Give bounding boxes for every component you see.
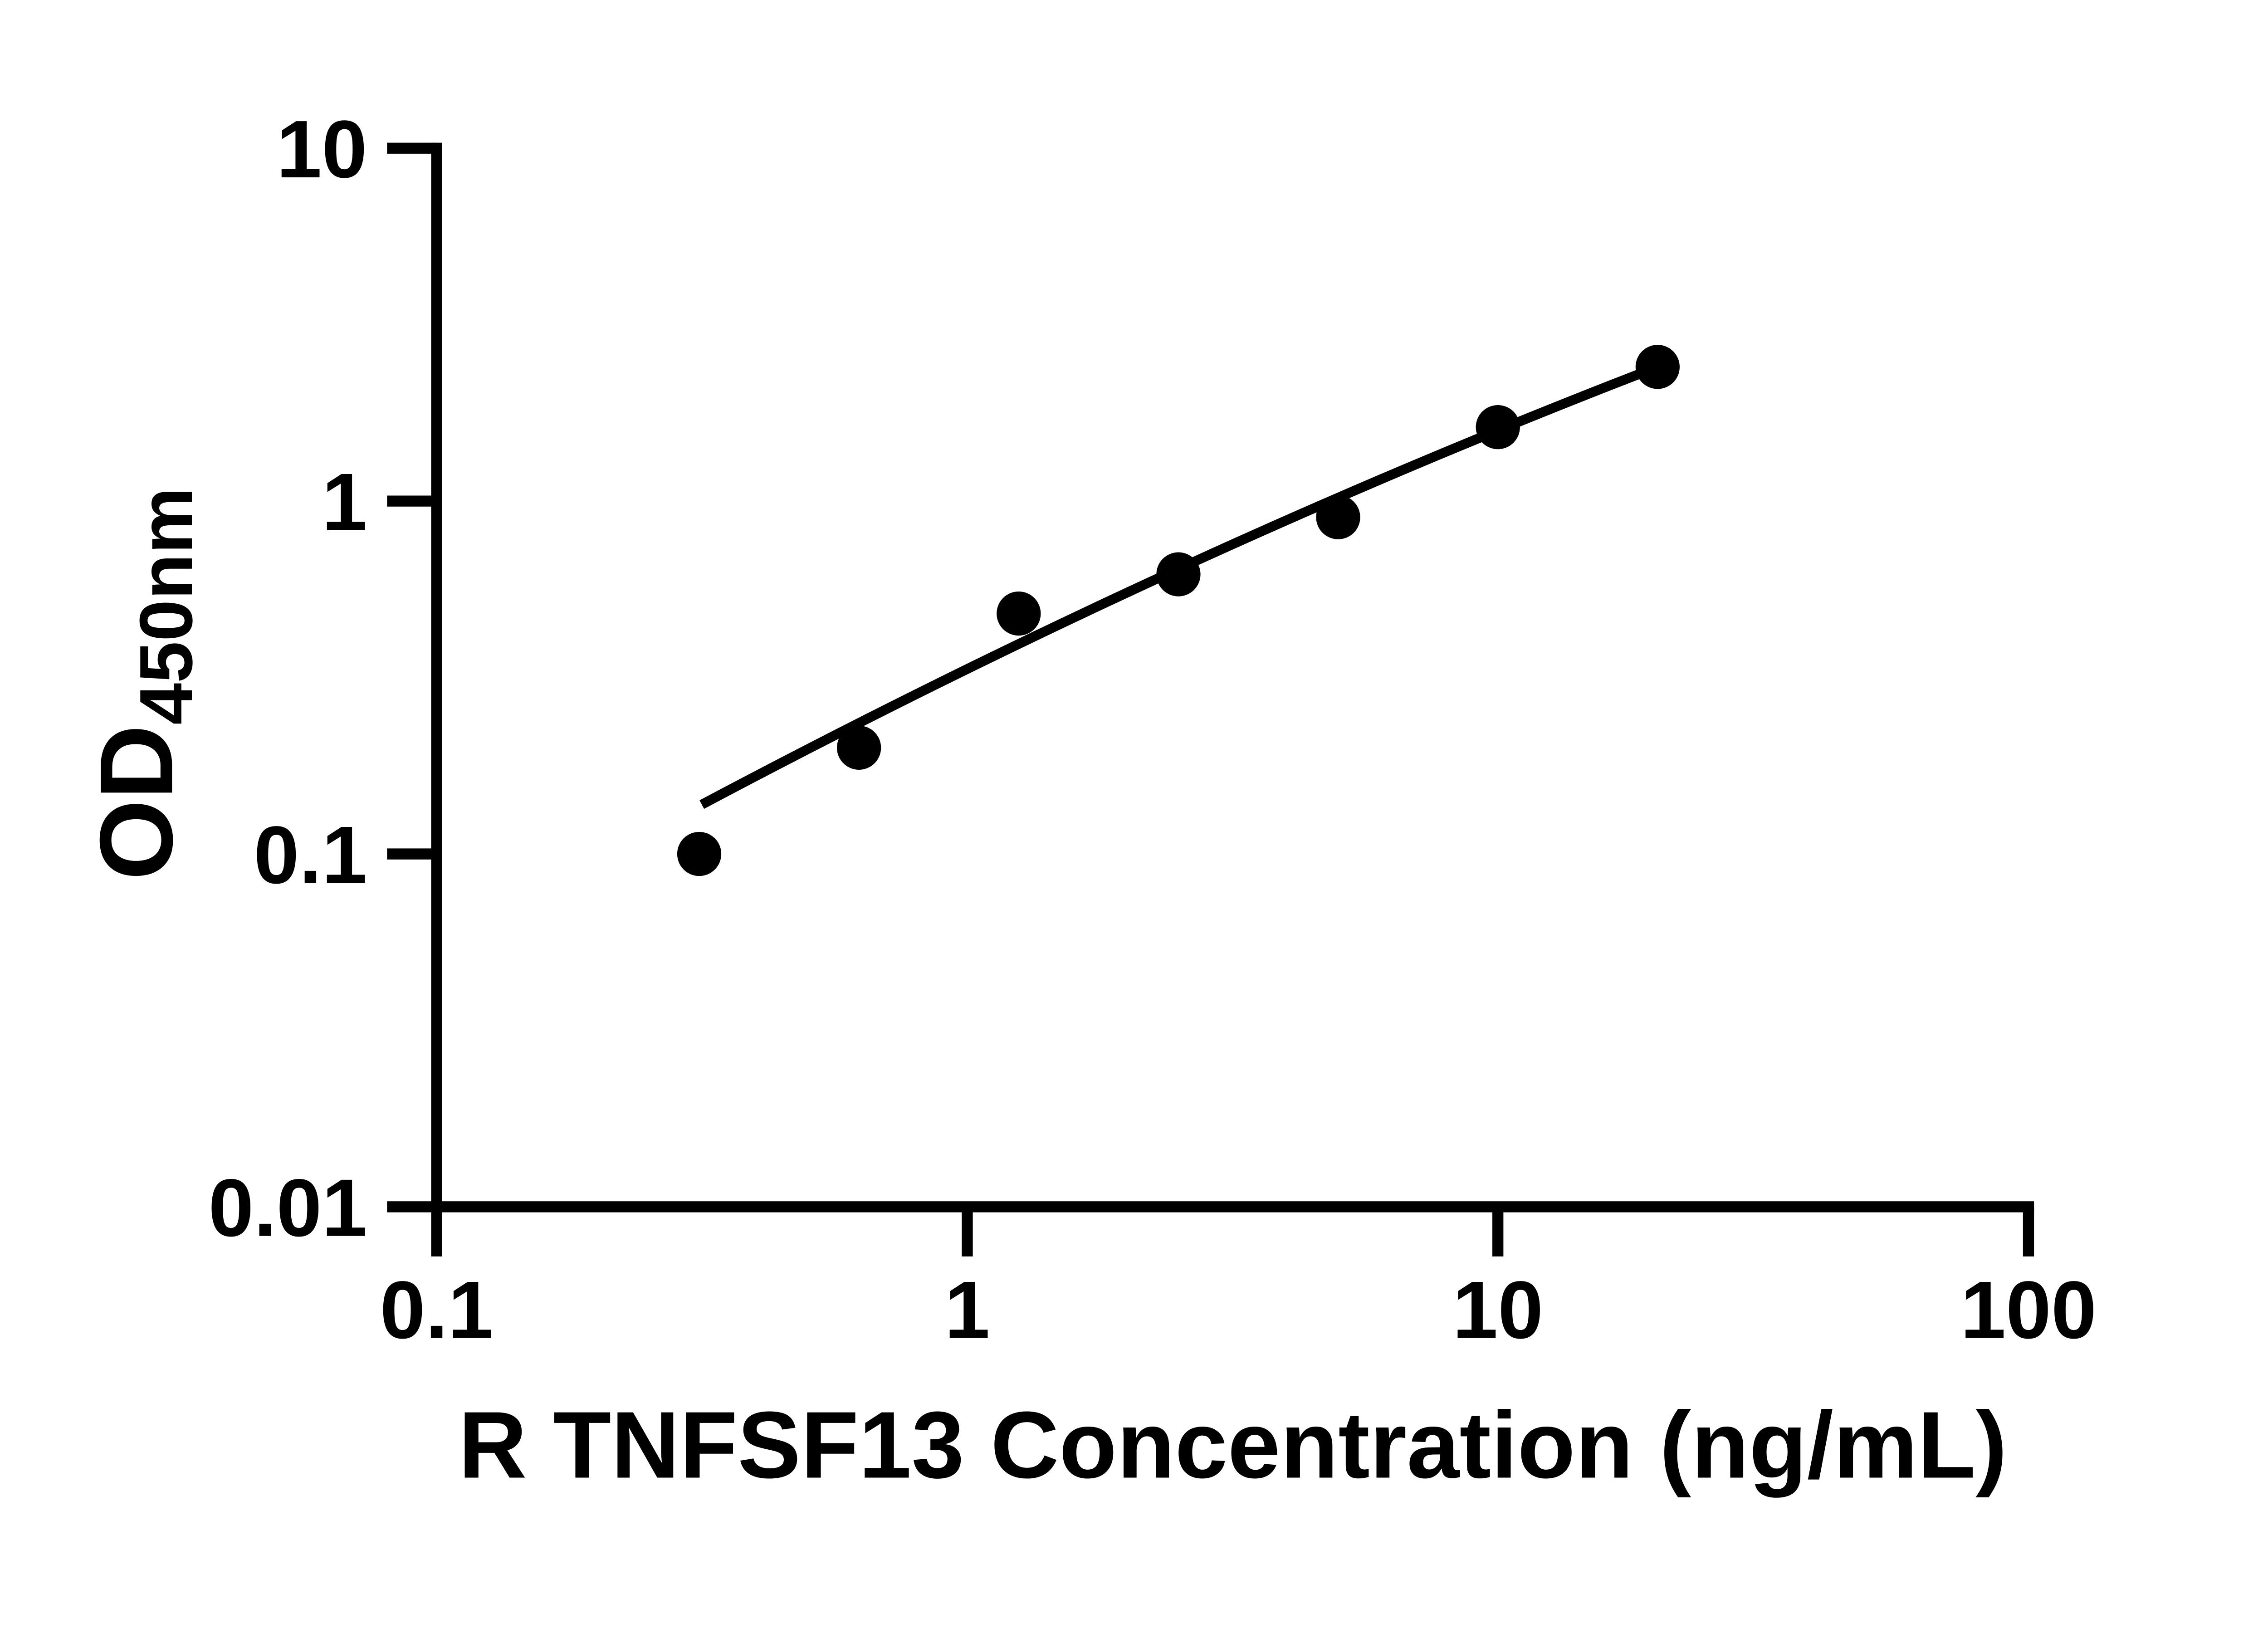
y-axis-title: OD450nm <box>78 487 208 880</box>
x-tick-label: 10 <box>1452 1265 1543 1356</box>
y-axis-title-base: OD <box>78 725 194 880</box>
standard-curve-chart: 0.01 0.1 1 10 0.1 1 10 100 R TNFSF13 Concentra… <box>0 0 2268 1588</box>
chart-background <box>0 0 2268 1588</box>
data-point <box>1635 345 1680 389</box>
data-points <box>677 345 1680 876</box>
x-tick-label: 1 <box>944 1265 990 1356</box>
x-tick-label: 100 <box>1960 1265 2097 1356</box>
y-tick-label: 1 <box>322 457 367 548</box>
data-point <box>1476 405 1520 450</box>
x-axis-ticks: 0.1 1 10 100 <box>380 1207 2097 1356</box>
y-tick-label: 0.01 <box>208 1163 367 1254</box>
data-point <box>1156 552 1201 596</box>
x-axis-title: R TNFSF13 Concentration (ng/mL) <box>459 1392 2007 1498</box>
data-point <box>1316 495 1360 539</box>
y-tick-label: 10 <box>276 104 367 195</box>
data-point <box>837 725 881 770</box>
y-tick-label: 0.1 <box>254 810 367 901</box>
y-axis-ticks: 0.01 0.1 1 10 <box>208 104 437 1254</box>
x-tick-label: 0.1 <box>380 1265 494 1356</box>
data-point <box>677 831 722 876</box>
data-point <box>997 591 1041 636</box>
y-axis-title-subscript: 450nm <box>124 487 208 725</box>
